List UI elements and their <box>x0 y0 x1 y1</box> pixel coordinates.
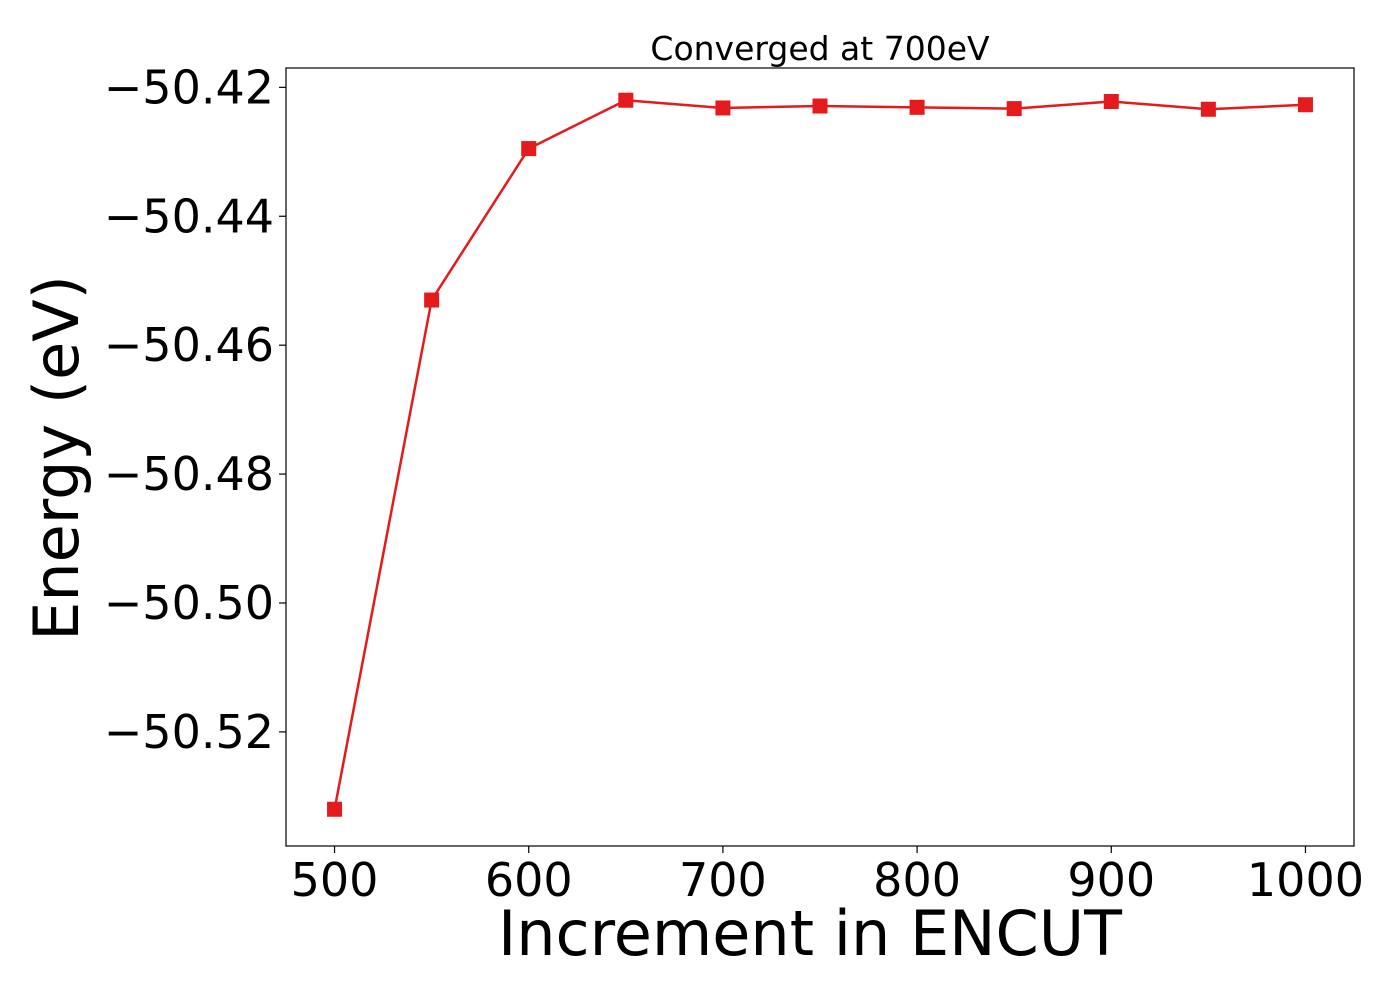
y-tick-label: −50.42 <box>104 60 274 114</box>
x-axis: 500 600 700 800 900 1000 <box>291 846 1364 907</box>
data-point <box>1103 94 1119 110</box>
y-axis: −50.42 −50.44 −50.46 −50.48 −50.50 −50.52 <box>104 60 286 759</box>
y-tick-label: −50.44 <box>104 189 274 243</box>
y-tick-label: −50.50 <box>104 576 274 630</box>
x-tick-label: 800 <box>873 853 961 907</box>
data-point <box>812 98 828 114</box>
y-axis-label: Energy (eV) <box>20 275 93 641</box>
data-point <box>521 141 537 157</box>
data-point <box>327 801 343 817</box>
data-point <box>618 92 634 108</box>
data-point <box>1297 97 1313 113</box>
data-point <box>715 100 731 116</box>
y-tick-label: −50.46 <box>104 318 274 372</box>
plot-area <box>327 92 1313 817</box>
chart-title: Converged at 700eV <box>650 29 990 68</box>
data-point <box>1006 101 1022 117</box>
data-point <box>1200 101 1216 117</box>
y-tick-label: −50.48 <box>104 447 274 501</box>
series-line <box>333 98 1306 810</box>
x-tick-label: 500 <box>291 853 379 907</box>
x-tick-label: 600 <box>485 853 573 907</box>
x-tick-label: 700 <box>679 853 767 907</box>
plot-frame <box>285 67 1355 847</box>
data-point <box>909 99 925 115</box>
y-tick-label: −50.52 <box>104 705 274 759</box>
x-tick-label: 900 <box>1067 853 1155 907</box>
x-tick-label: 1000 <box>1247 853 1364 907</box>
data-point <box>424 292 440 308</box>
x-axis-label: Increment in ENCUT <box>498 897 1123 970</box>
